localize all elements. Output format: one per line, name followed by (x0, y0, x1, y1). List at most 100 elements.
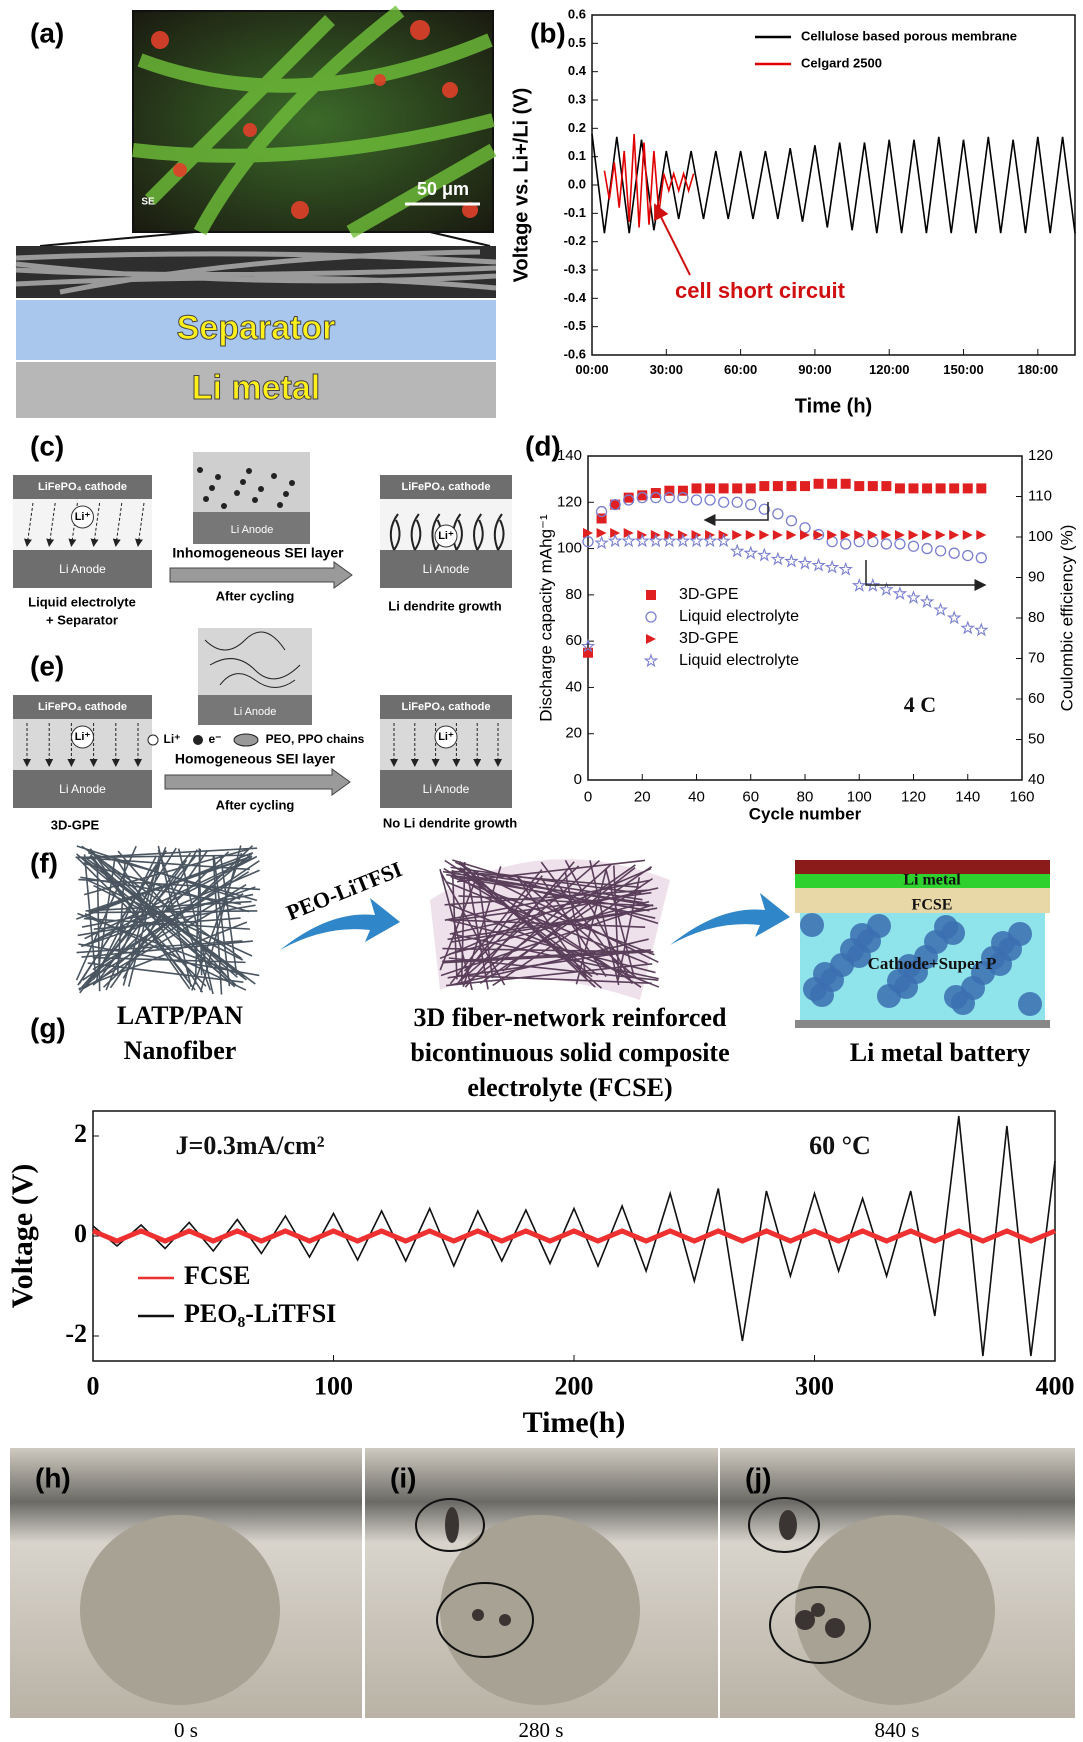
time-label: 280 s (519, 1718, 564, 1742)
sei-particle (203, 496, 209, 502)
marker (922, 483, 932, 493)
scale-bar-label: 50 μm (417, 179, 469, 199)
chart: 00:0030:0060:0090:00120:00150:00180:00-0… (510, 6, 1075, 417)
x-axis-label: Time(h) (523, 1406, 626, 1439)
y2-axis-label: Coulombic efficiency (%) (1057, 525, 1076, 712)
marker (813, 559, 824, 570)
legend-label: Liquid electrolyte (679, 652, 799, 669)
y2-tick-label: 120 (1028, 447, 1053, 464)
x-tick-label: 40 (688, 788, 705, 805)
y-tick-label: -0.3 (564, 261, 586, 276)
marker (894, 588, 905, 599)
label: Inhomogeneous SEI layer (172, 545, 344, 561)
marker (759, 481, 769, 491)
key-electron (193, 735, 203, 745)
x-tick-label: 60:00 (724, 362, 757, 377)
marker (963, 551, 973, 561)
y-tick-label: 0.0 (568, 176, 586, 191)
sei-particle (277, 502, 283, 508)
x-tick-label: 120 (901, 788, 926, 805)
y-tick-label: 0.4 (568, 63, 587, 78)
sei-particle (258, 486, 264, 492)
particle (800, 913, 824, 937)
marker (895, 483, 905, 493)
sei-particle (289, 480, 295, 486)
marker (732, 545, 743, 556)
label: Li⁺ (438, 530, 454, 542)
label: LiFePO₄ cathode (38, 481, 127, 493)
x-tick-label: 30:00 (650, 362, 683, 377)
annotation: J=0.3mA/cm² (176, 1131, 325, 1160)
marker (854, 481, 864, 491)
caption: bicontinuous solid composite (410, 1038, 729, 1067)
annotation: 4 C (904, 692, 936, 717)
photo-frames (10, 1448, 1075, 1718)
marker (909, 530, 919, 540)
cell: LiFePO₄ cathodeLi AnodeLi⁺ (13, 475, 152, 588)
marker (759, 549, 770, 560)
marker (772, 553, 783, 564)
x-tick-label: 80 (797, 788, 814, 805)
particle (850, 923, 874, 947)
y-tick-label: -2 (65, 1319, 87, 1348)
caption: + Separator (46, 612, 118, 627)
y-tick-label: 80 (565, 586, 582, 603)
marker (962, 622, 974, 633)
fiber-mat (76, 845, 260, 994)
layer-label: FCSE (912, 897, 953, 914)
x-axis-label: Time (h) (795, 395, 872, 417)
x-tick-label: 200 (555, 1371, 594, 1400)
label: PEO, PPO chains (266, 732, 365, 746)
time-label: 840 s (875, 1718, 920, 1742)
sei-particle (246, 468, 252, 474)
y-tick-label: 0.2 (568, 120, 586, 135)
sei-particle (234, 490, 240, 496)
x-tick-label: 160 (1009, 788, 1034, 805)
caption: electrolyte (FCSE) (467, 1073, 672, 1102)
layer-label: Li metal (192, 369, 320, 407)
marker (646, 612, 656, 622)
marker (949, 612, 960, 623)
y-tick-label: 0 (74, 1219, 87, 1248)
sei-particle (209, 485, 215, 491)
label: After cycling (216, 797, 295, 812)
label: Li⁺ (75, 511, 91, 523)
annotation: 60 °C (809, 1131, 871, 1160)
process-arrow (170, 562, 352, 588)
x-tick-label: 150:00 (943, 362, 983, 377)
particle (1018, 992, 1042, 1016)
marker (895, 539, 905, 549)
caption: Li dendrite growth (388, 598, 501, 613)
sei-particle (197, 467, 203, 473)
y-tick-label: 60 (565, 632, 582, 649)
panel-label: (h) (35, 1462, 71, 1493)
marker (976, 624, 987, 635)
marker (881, 481, 891, 491)
label: Li Anode (59, 782, 106, 796)
x-tick-label: 100 (314, 1371, 353, 1400)
y-tick-label: 120 (557, 493, 582, 510)
marker (759, 530, 769, 540)
x-tick-label: 100 (847, 788, 872, 805)
layer-label: Li metal (903, 872, 961, 889)
legend-label: Celgard 2500 (801, 55, 882, 70)
y2-tick-label: 60 (1028, 690, 1045, 707)
marker (963, 483, 973, 493)
y-tick-label: -0.6 (564, 346, 586, 361)
marker (773, 509, 783, 519)
marker (949, 483, 959, 493)
label: Li Anode (231, 524, 274, 536)
marker (841, 539, 851, 549)
y-axis-label: Voltage (V) (6, 1164, 39, 1309)
axis-arrow (866, 560, 985, 585)
label: Li Anode (423, 562, 470, 576)
caption: 3D-GPE (51, 817, 100, 832)
layer-label: Cathode+Super P (868, 954, 997, 973)
label: Li Anode (423, 782, 470, 796)
y-tick-label: 0.1 (568, 148, 586, 163)
sei-particle (271, 473, 277, 479)
marker (705, 483, 715, 493)
zoom-lines (40, 232, 490, 246)
marker (745, 547, 757, 558)
